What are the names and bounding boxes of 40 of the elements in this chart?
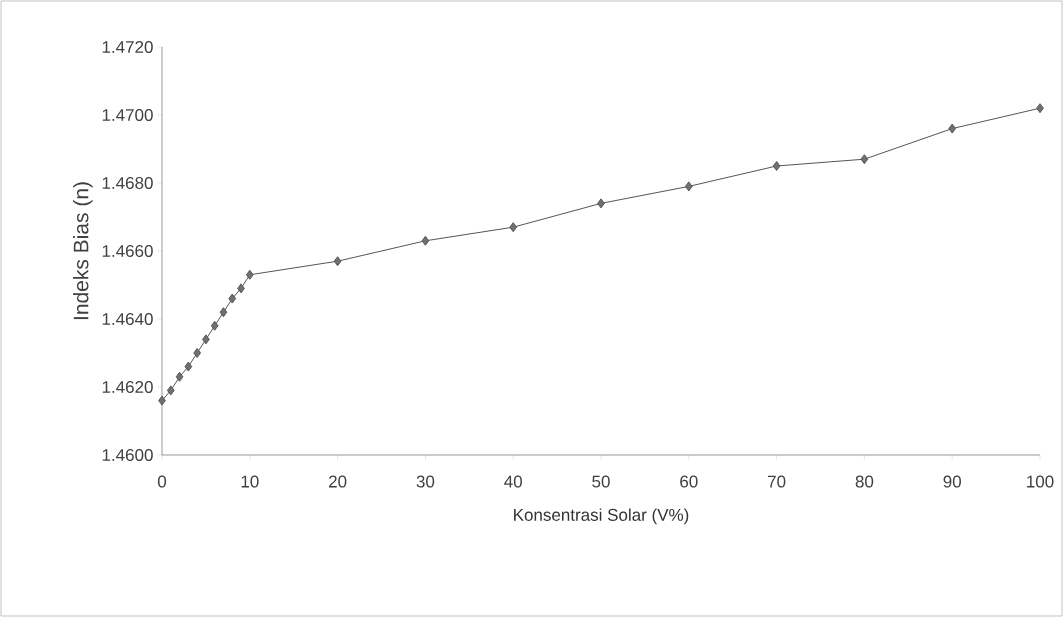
point [158, 395, 166, 406]
y-tick-label: 1.4640 [102, 312, 153, 326]
x-tick-label: 90 [943, 475, 961, 488]
point [184, 361, 193, 372]
y-tick-label: 1.4660 [102, 244, 153, 258]
point [219, 307, 228, 318]
point [1036, 103, 1044, 114]
y-tick-label: 1.4720 [102, 40, 153, 54]
point [333, 256, 342, 267]
x-tick-label: 40 [504, 475, 522, 488]
x-tick-label: 20 [329, 475, 347, 488]
point [237, 283, 245, 294]
x-tick-label: 30 [416, 475, 435, 488]
x-tick-label: 70 [768, 475, 786, 488]
y-tick-label: 1.4680 [102, 176, 153, 190]
point [860, 154, 869, 165]
point [421, 235, 430, 246]
point [193, 348, 201, 358]
point [166, 385, 175, 396]
x-tick-label: 80 [855, 475, 874, 488]
y-axis-title: Indeks Bias (n) [73, 182, 93, 320]
x-tick-label: 10 [241, 475, 259, 488]
point [175, 371, 184, 382]
point [509, 222, 518, 233]
x-tick-label: 100 [1027, 475, 1054, 488]
point [228, 293, 237, 304]
x-tick-label: 60 [680, 475, 698, 488]
point [684, 181, 693, 192]
x-tick-label: 0 [157, 475, 167, 488]
point [772, 161, 781, 171]
y-tick-label: 1.4600 [102, 448, 153, 462]
point [202, 334, 210, 345]
y-tick-label: 1.4620 [102, 380, 153, 394]
point [245, 269, 254, 280]
x-tick-label: 50 [592, 475, 610, 488]
y-tick-label: 1.4700 [102, 108, 153, 122]
point [210, 320, 219, 331]
point [948, 123, 957, 134]
point [597, 198, 605, 209]
x-axis-title: Konsentrasi Solar (V%) [514, 508, 689, 525]
